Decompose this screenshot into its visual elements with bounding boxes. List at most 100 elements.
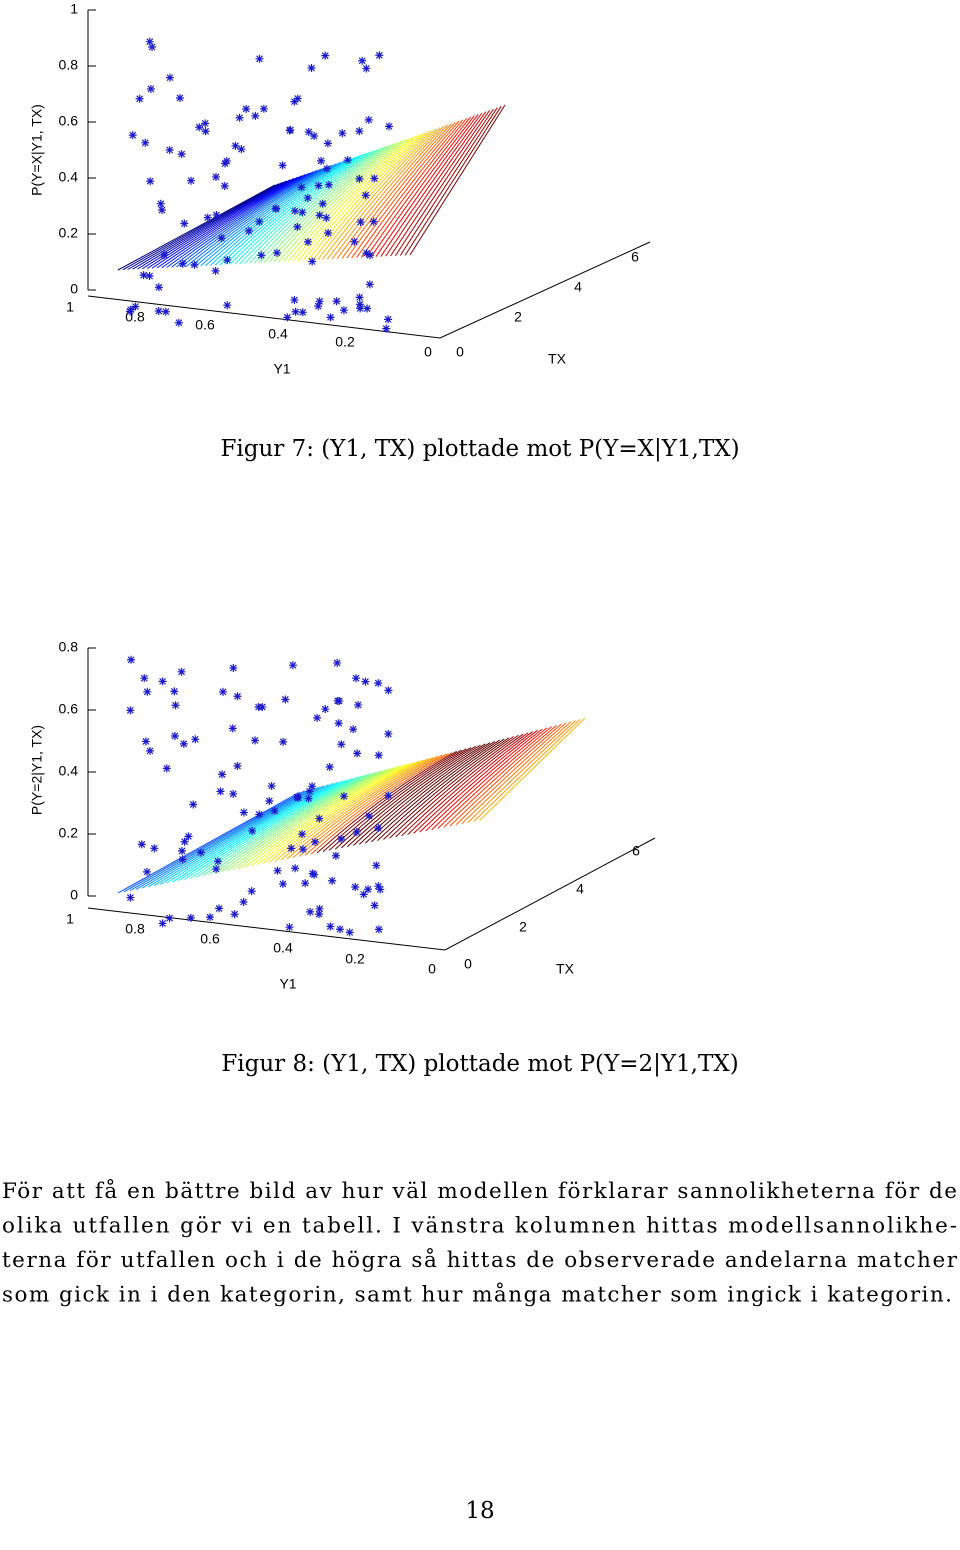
scatter-star: [165, 914, 174, 923]
scatter-star: [286, 125, 295, 134]
scatter-star: [315, 211, 324, 220]
scatter-star: [235, 113, 244, 122]
scatter-star: [333, 658, 342, 667]
surface-line: [262, 761, 415, 865]
surface-line: [239, 151, 372, 265]
base-axes: [87, 241, 651, 339]
scatter-star: [290, 206, 299, 215]
scatter-star: [291, 307, 300, 316]
scatter-star: [314, 181, 323, 190]
scatter-star: [332, 297, 341, 306]
scatter-star: [303, 237, 312, 246]
scatter-star: [126, 305, 135, 314]
scatter-star: [186, 913, 195, 922]
scatter-star: [382, 324, 391, 333]
scatter-star: [338, 129, 347, 138]
scatter-star: [137, 840, 146, 849]
scatter-star: [326, 313, 335, 322]
scatter-star: [220, 181, 229, 190]
z-tick-label: 0: [70, 281, 78, 297]
scatter-star: [350, 237, 359, 246]
tx-tick-label: 2: [519, 919, 527, 935]
y1-tick-label: 0.2: [345, 951, 365, 967]
surface-line: [190, 164, 333, 267]
scatter-star: [171, 701, 180, 710]
scatter-star: [293, 792, 302, 801]
scatter-star: [355, 127, 364, 136]
scatter-star: [145, 271, 154, 280]
scatter-star: [196, 848, 205, 857]
surface-line: [226, 769, 386, 872]
surface-line: [135, 787, 315, 890]
scatter-star: [278, 161, 287, 170]
surface-line: [407, 732, 529, 835]
scatter-star: [291, 864, 300, 873]
scatter-star: [353, 749, 362, 758]
surface-line: [244, 149, 375, 264]
surface-line: [200, 161, 341, 267]
scatter-star: [374, 925, 383, 934]
surface-line: [153, 784, 329, 887]
scatter-star: [254, 703, 263, 712]
scatter-star: [301, 879, 310, 888]
scatter-star: [165, 145, 174, 154]
scatter-star: [126, 893, 135, 902]
scatter-star: [370, 901, 379, 910]
scatter-star: [364, 885, 373, 894]
surface-line: [219, 156, 356, 266]
scatter-star: [345, 928, 354, 937]
scatter-star: [337, 834, 346, 843]
scatter-star: [307, 64, 316, 73]
surface-line: [122, 183, 280, 271]
scatter-star: [343, 156, 352, 165]
y1-tick-label: 1: [66, 299, 74, 315]
surface-line: [443, 725, 557, 828]
surface-line: [220, 770, 381, 873]
y1-tick-label: 0: [424, 344, 432, 360]
scatter-star: [324, 228, 333, 237]
scatter-star: [177, 150, 186, 159]
scatter-star: [180, 219, 189, 228]
scatter-star: [267, 782, 276, 791]
surface-line: [390, 110, 491, 257]
scatter-star: [335, 697, 344, 706]
surface-line: [159, 782, 334, 885]
surface-line: [425, 728, 543, 832]
scatter-star: [201, 119, 210, 128]
surface-line: [234, 152, 368, 265]
tx-axis-label: TX: [556, 961, 575, 977]
scatter-star: [175, 93, 184, 102]
figure-caption: Figur 8: (Y1, TX) plottade mot P(Y=2|Y1,…: [221, 1051, 738, 1077]
surface-line: [336, 124, 448, 260]
scatter-star: [203, 213, 212, 222]
surface-line: [297, 135, 418, 262]
scatter-star: [365, 812, 374, 821]
scatter-star: [159, 250, 168, 259]
scatter-star: [255, 54, 264, 63]
scatter-star: [150, 844, 159, 853]
scatter-star: [187, 176, 196, 185]
scatter-star: [293, 222, 302, 231]
scatter-star: [279, 737, 288, 746]
surface-line: [184, 777, 353, 881]
z-tick-label: 0.4: [59, 169, 79, 185]
scatter-star: [321, 51, 330, 60]
scatter-star: [308, 869, 317, 878]
scatter-star: [374, 679, 383, 688]
scatter-star: [191, 735, 200, 744]
surface-line: [178, 779, 348, 882]
paragraph-line: olika utfallen gör vi en tabell. I vänst…: [2, 1214, 957, 1239]
surface-line: [310, 752, 453, 855]
scatter-star: [315, 904, 324, 913]
scatter-star: [308, 257, 317, 266]
surface-line: [409, 104, 506, 256]
tx-tick-label: 0: [464, 956, 472, 972]
surface-line: [249, 148, 379, 264]
scatter-star: [230, 910, 239, 919]
surface-line: [286, 757, 434, 860]
figure: 00.20.40.60.81P(Y=X|Y1, TX)10.8 0.60.4 0.2…: [29, 1, 740, 462]
scatter-star: [228, 724, 237, 733]
scatter-star: [298, 830, 307, 839]
scatter-star: [156, 199, 165, 208]
